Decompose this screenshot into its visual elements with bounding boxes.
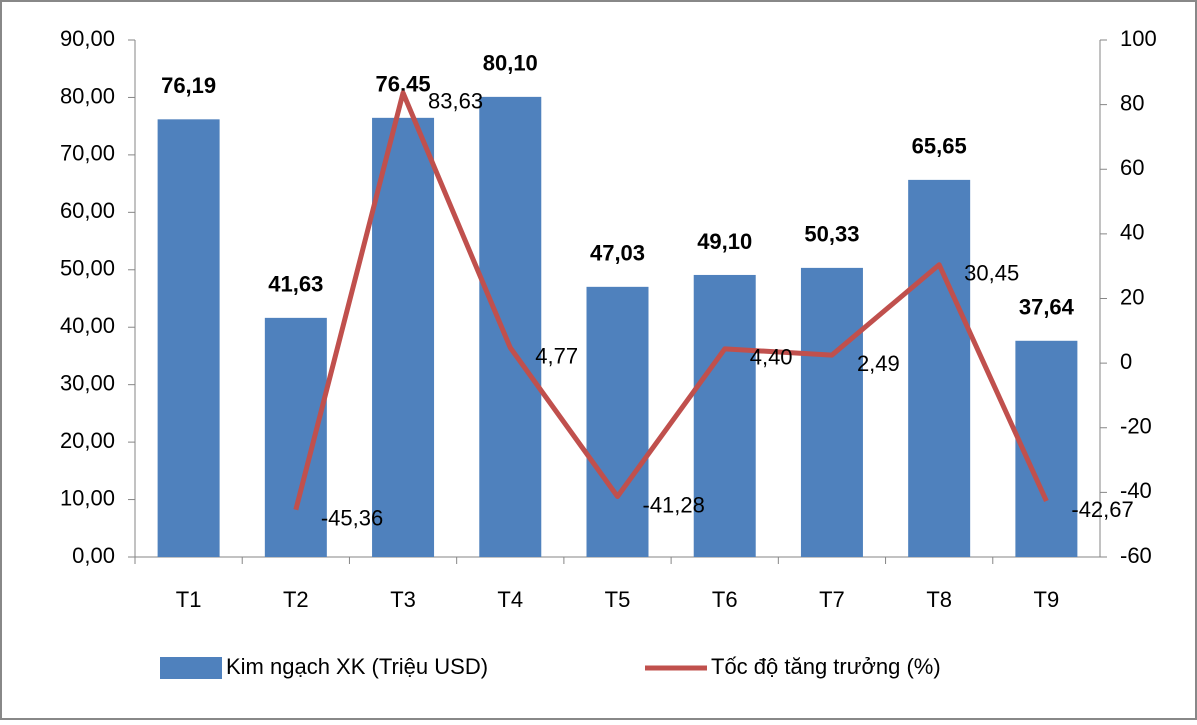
y-tick-label: 50,00 [60,256,115,281]
y-tick-label: 60,00 [60,198,115,223]
line-value-label: -42,67 [1071,497,1133,522]
bar [372,117,435,557]
bar [693,274,756,557]
y2-tick-label: 20 [1120,284,1144,309]
x-tick-label: T2 [283,587,309,612]
bar [586,286,649,557]
bar-value-label: 80,10 [483,51,538,76]
y-tick-label: 20,00 [60,428,115,453]
bar-value-label: 50,33 [804,222,859,247]
y2-tick-label: -60 [1120,543,1152,568]
y2-tick-label: 0 [1120,349,1132,374]
line-value-label: 4,40 [750,345,793,370]
bar-value-label: 65,65 [912,134,967,159]
x-tick-label: T1 [176,587,202,612]
line-value-label: 83,63 [428,89,483,114]
line-value-label: -45,36 [321,506,383,531]
bar-value-label: 37,64 [1019,295,1075,320]
x-tick-label: T8 [926,587,952,612]
y-tick-label: 90,00 [60,26,115,51]
bar [479,96,542,558]
y-tick-label: 80,00 [60,83,115,108]
bar [264,317,327,557]
bar [1015,340,1078,557]
y2-tick-label: 100 [1120,26,1157,51]
y-tick-label: 40,00 [60,313,115,338]
y2-tick-label: -20 [1120,414,1152,439]
y-tick-label: 0,00 [72,543,115,568]
x-tick-label: T6 [712,587,738,612]
x-tick-label: T9 [1034,587,1060,612]
x-tick-label: T5 [605,587,631,612]
line-value-label: -41,28 [643,492,705,517]
y2-tick-label: 40 [1120,220,1144,245]
y2-tick-label: 80 [1120,90,1144,115]
bar [157,119,220,557]
x-tick-label: T4 [497,587,523,612]
line [293,90,1049,511]
line-value-label: 30,45 [964,261,1019,286]
y2-tick-label: -40 [1120,478,1152,503]
line-value-label: 2,49 [857,351,900,376]
y2-tick-label: 60 [1120,155,1144,180]
bar-value-label: 76,19 [161,73,216,98]
bar [908,179,971,557]
y-tick-label: 10,00 [60,485,115,510]
legend-swatch [160,657,222,679]
legend-label: Tốc độ tăng trưởng (%) [711,654,941,679]
legend-label: Kim ngạch XK (Triệu USD) [226,654,488,679]
x-tick-label: T3 [390,587,416,612]
bar-value-label: 47,03 [590,241,645,266]
bar-value-label: 41,63 [268,272,323,297]
y-tick-label: 30,00 [60,370,115,395]
bar [800,267,863,557]
bar-value-label: 49,10 [697,229,752,254]
x-tick-label: T7 [819,587,845,612]
y-tick-label: 70,00 [60,141,115,166]
line-value-label: 4,77 [535,344,578,369]
